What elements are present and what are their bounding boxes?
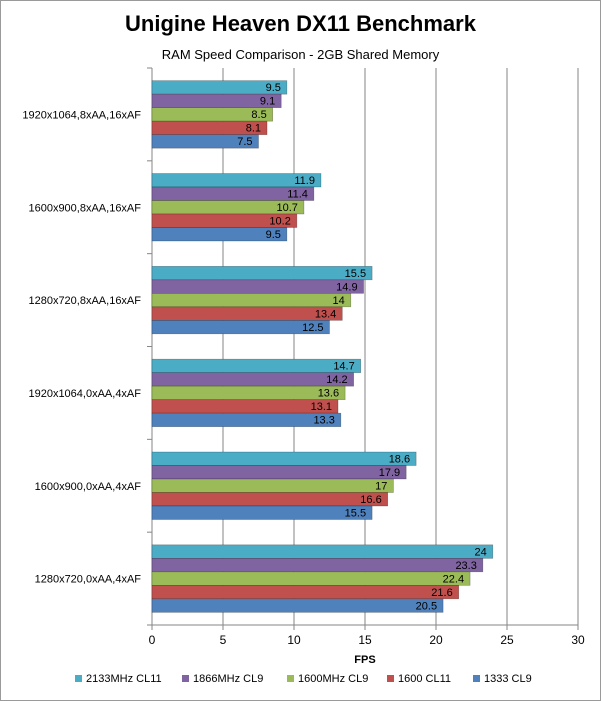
value-label: 14	[333, 295, 345, 307]
bar-1600-cl11	[151, 585, 460, 600]
bar-1333-cl9	[151, 412, 342, 427]
bar-2133mhz-cl11	[151, 266, 373, 281]
value-label: 7.5	[237, 136, 252, 148]
value-label: 13.3	[313, 415, 334, 427]
bar-1600mhz-cl9	[151, 478, 394, 493]
legend-swatch	[75, 675, 82, 682]
value-label: 17	[375, 481, 387, 493]
value-label: 14.9	[336, 281, 357, 293]
category-label: 1920x1064,0xAA,4xAF	[28, 388, 141, 400]
legend-swatch	[473, 675, 480, 682]
bar-1866mhz-cl9	[151, 558, 484, 573]
chart-title: Unigine Heaven DX11 Benchmark	[125, 11, 476, 36]
value-label: 24	[475, 546, 487, 558]
value-label: 16.6	[360, 494, 381, 506]
value-label: 15.5	[345, 508, 366, 520]
bar-1866mhz-cl9	[151, 372, 354, 387]
category-label: 1600x900,8xAA,16xAF	[28, 202, 141, 214]
x-tick-label: 0	[149, 633, 156, 647]
bar-1600mhz-cl9	[151, 571, 471, 586]
value-label: 8.5	[251, 109, 266, 121]
value-label: 21.6	[431, 587, 452, 599]
value-label: 20.5	[416, 600, 437, 612]
x-tick-label: 25	[500, 633, 514, 647]
value-label: 13.6	[318, 388, 339, 400]
bar-1600-cl11	[151, 120, 268, 135]
bar-2133mhz-cl11	[151, 544, 494, 559]
x-tick-label: 20	[429, 633, 443, 647]
value-label: 8.1	[246, 123, 261, 135]
legend-label: 1600 CL11	[398, 673, 451, 685]
legend-swatch	[182, 675, 189, 682]
value-label: 13.1	[311, 401, 332, 413]
value-label: 9.5	[266, 229, 281, 241]
value-label: 13.4	[315, 308, 336, 320]
legend-swatch	[387, 675, 394, 682]
bar-2133mhz-cl11	[151, 358, 362, 373]
value-label: 15.5	[345, 268, 366, 280]
bar-1333-cl9	[151, 227, 288, 242]
value-label: 11.4	[287, 189, 308, 201]
legend-label: 1866MHz CL9	[193, 673, 263, 685]
value-label: 11.9	[294, 175, 315, 187]
value-label: 10.7	[277, 202, 298, 214]
bar-1333-cl9	[151, 598, 444, 613]
bar-1600-cl11	[151, 492, 389, 507]
legend-swatch	[287, 675, 294, 682]
value-label: 18.6	[389, 454, 410, 466]
x-tick-label: 30	[571, 633, 585, 647]
legend-label: 1600MHz CL9	[298, 673, 368, 685]
category-label: 1600x900,0xAA,4xAF	[35, 481, 142, 493]
bar-1600mhz-cl9	[151, 293, 352, 308]
bar-1600-cl11	[151, 306, 343, 321]
category-label: 1280x720,8xAA,16xAF	[28, 295, 141, 307]
value-label: 9.1	[260, 96, 275, 108]
value-label: 22.4	[443, 573, 464, 585]
value-label: 17.9	[379, 467, 400, 479]
value-label: 14.7	[333, 361, 354, 373]
x-tick-label: 15	[358, 633, 372, 647]
bar-1333-cl9	[151, 320, 330, 335]
bar-1866mhz-cl9	[151, 465, 407, 480]
legend-label: 1333 CL9	[484, 673, 532, 685]
legend-label: 2133MHz CL11	[86, 673, 162, 685]
x-tick-label: 10	[287, 633, 301, 647]
bar-2133mhz-cl11	[151, 451, 417, 466]
category-label: 1920x1064,8xAA,16xAF	[22, 109, 141, 121]
value-label: 14.2	[326, 374, 347, 386]
bar-1866mhz-cl9	[151, 279, 364, 294]
value-label: 10.2	[269, 216, 290, 228]
x-axis-title: FPS	[354, 654, 375, 666]
bar-1600mhz-cl9	[151, 385, 346, 400]
bar-1333-cl9	[151, 134, 259, 149]
x-tick-label: 5	[220, 633, 227, 647]
value-label: 12.5	[302, 322, 323, 334]
bar-1333-cl9	[151, 505, 373, 520]
category-label: 1280x720,0xAA,4xAF	[35, 574, 142, 586]
chart-subtitle: RAM Speed Comparison - 2GB Shared Memory	[161, 47, 440, 62]
value-label: 23.3	[455, 560, 476, 572]
value-label: 9.5	[266, 82, 281, 94]
